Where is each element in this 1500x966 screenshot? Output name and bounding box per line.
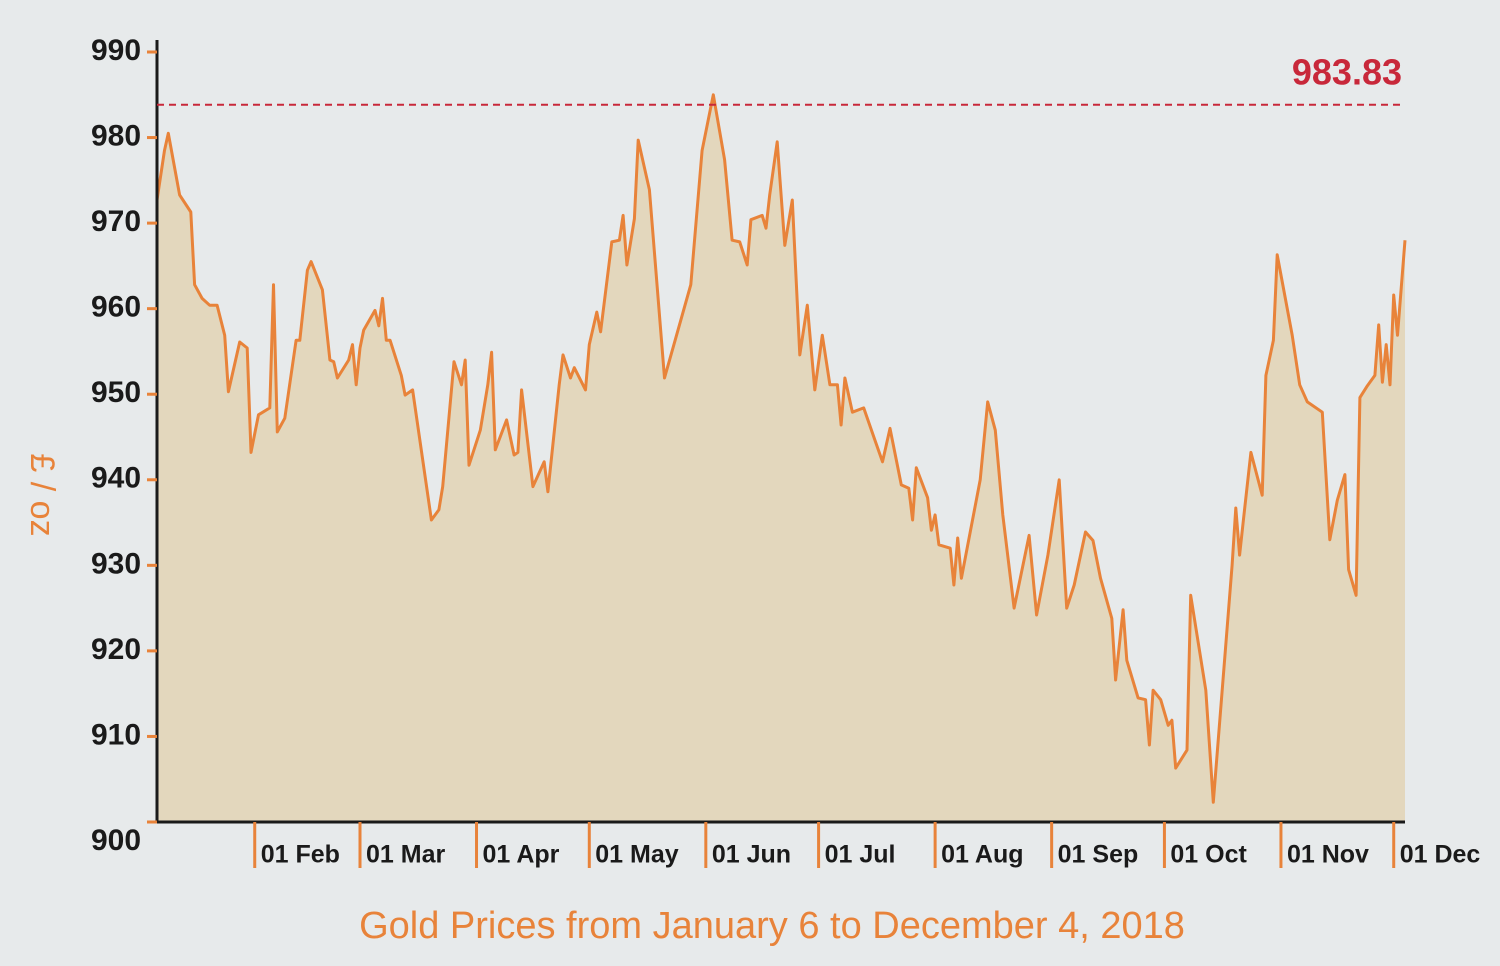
x-tick-label: 01 Apr: [483, 841, 560, 869]
x-tick-label: 01 Dec: [1400, 841, 1481, 869]
reference-label: 983.83: [1292, 51, 1402, 92]
price-line: [155, 93, 1407, 804]
y-tick-label: 970: [91, 205, 141, 238]
y-tick-label: 940: [91, 462, 141, 495]
x-tick-label: 01 Mar: [366, 841, 445, 869]
area-fill: [157, 94, 1405, 823]
x-tick-label: 01 Nov: [1287, 841, 1369, 869]
y-axis-label: £ / oz: [23, 453, 61, 536]
y-tick-label: 960: [91, 291, 141, 324]
y-tick-label: 910: [91, 718, 141, 751]
y-tick-label: 990: [91, 34, 141, 67]
x-tick-label: 01 Sep: [1058, 841, 1139, 869]
x-tick-label: 01 Feb: [261, 841, 340, 869]
y-tick-label: 930: [91, 547, 141, 580]
chart-title: Gold Prices from January 6 to December 4…: [359, 905, 1185, 947]
y-tick-label: 920: [91, 633, 141, 666]
y-tick-label: 950: [91, 376, 141, 409]
y-tick-label: 980: [91, 119, 141, 152]
x-tick-label: 01 May: [595, 841, 678, 869]
x-tick-label: 01 Aug: [941, 841, 1023, 869]
x-tick-label: 01 Jul: [825, 841, 896, 869]
x-tick-label: 01 Jun: [712, 841, 791, 869]
x-tick-label: 01 Oct: [1170, 841, 1247, 869]
y-tick-label: 900: [91, 824, 141, 857]
